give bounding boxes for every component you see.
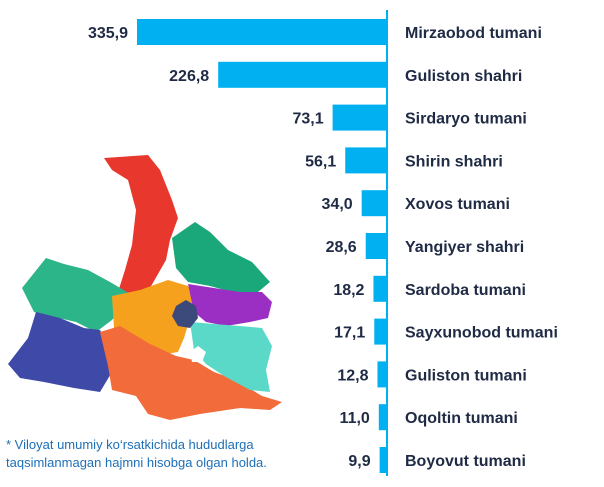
- bar-value-label: 226,8: [169, 68, 209, 85]
- category-label: Guliston tumani: [405, 367, 527, 384]
- bar-value-label: 17,1: [334, 325, 365, 342]
- bar: [137, 19, 387, 45]
- bar-value-label: 9,9: [348, 453, 370, 470]
- category-label: Yangiyer shahri: [405, 239, 524, 256]
- map-region-south: [100, 326, 282, 420]
- bar: [377, 361, 387, 388]
- bar-value-label: 73,1: [292, 111, 323, 128]
- bar: [365, 233, 387, 259]
- footnote-line-1: * Viloyat umumiy ko‘rsatkichida hududlar…: [6, 437, 254, 452]
- bar: [379, 447, 387, 473]
- bar-value-label: 28,6: [326, 239, 357, 256]
- bar-value-label: 12,8: [337, 367, 368, 384]
- map-region-southwest: [8, 312, 112, 392]
- bar-value-label: 18,2: [333, 282, 364, 299]
- category-label: Oqoltin tumani: [405, 410, 518, 427]
- bar-value-label: 11,0: [340, 410, 370, 427]
- bar: [332, 104, 387, 131]
- map-region-city: [172, 300, 198, 328]
- category-label: Shirin shahri: [405, 153, 503, 170]
- map-region-marker: [190, 346, 206, 362]
- category-label: Sardoba tumani: [405, 282, 526, 299]
- bar-value-label: 56,1: [305, 153, 336, 170]
- category-label: Sirdaryo tumani: [405, 111, 527, 128]
- map-region-east: [188, 284, 272, 326]
- category-label: Boyovut tumani: [405, 453, 526, 470]
- region-map-illustration: [8, 155, 282, 420]
- bar: [374, 318, 387, 345]
- footnote: * Viloyat umumiy ko‘rsatkichida hududlar…: [6, 436, 336, 472]
- bar: [345, 147, 387, 174]
- category-label: Xovos tumani: [405, 196, 510, 213]
- footnote-line-2: taqsimlanmagan hajmni hisobga olgan hold…: [6, 455, 267, 470]
- map-region-west: [22, 258, 132, 332]
- category-label: Sayxunobod tumani: [405, 325, 558, 342]
- category-label: Guliston shahri: [405, 68, 522, 85]
- bar-value-label: 34,0: [322, 196, 353, 213]
- bar: [218, 61, 387, 88]
- category-label: Mirzaobod tumani: [405, 25, 542, 42]
- map-region-northeast: [172, 222, 270, 292]
- map-region-southeast: [190, 322, 272, 392]
- bar: [378, 404, 387, 431]
- bar-value-label: 335,9: [88, 25, 128, 42]
- map-region-north: [104, 155, 178, 296]
- bar: [361, 190, 387, 217]
- bar: [373, 275, 387, 302]
